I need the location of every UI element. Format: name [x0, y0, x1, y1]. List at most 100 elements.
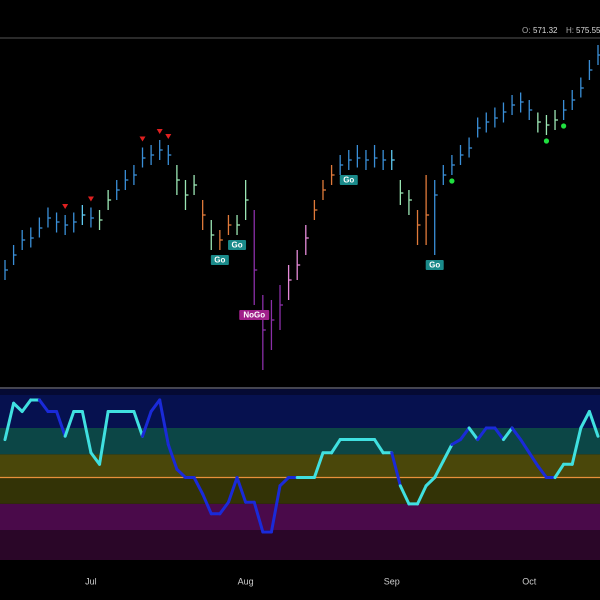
x-tick-label: Aug	[238, 576, 254, 586]
oscillator-segment	[166, 443, 179, 471]
ohlc-bar	[339, 155, 344, 175]
ohlc-bar	[442, 165, 447, 185]
x-tick-label: Jul	[85, 576, 97, 586]
signal-dot	[543, 138, 550, 144]
ohlc-bar	[537, 112, 541, 133]
oscillator-segment	[20, 398, 33, 413]
band	[0, 395, 600, 428]
ohlc-bar	[313, 200, 318, 220]
ohlc-bar	[253, 210, 258, 305]
oscillator-segment	[450, 438, 462, 446]
ohlc-bar	[21, 230, 26, 250]
oscillator-segment	[373, 438, 385, 455]
ohlc-bar	[391, 150, 395, 170]
ohlc-bar	[133, 165, 137, 185]
ohlc-bar	[485, 112, 490, 133]
ohlc-bar	[270, 300, 275, 350]
signal-triangle	[156, 129, 163, 134]
ohlc-bar	[81, 205, 86, 225]
ohlc-bar	[296, 250, 301, 280]
signal-dot	[561, 123, 567, 129]
oscillator-segment	[458, 426, 471, 442]
ohlc-bar	[545, 115, 550, 135]
ohlc-bar	[451, 155, 455, 175]
ohlc-bar	[434, 180, 438, 255]
signal-triangle	[139, 136, 146, 142]
ohlc-bar	[90, 207, 94, 228]
ohlc-bar	[554, 110, 559, 130]
ohlc-bar	[4, 260, 8, 280]
oscillator-segment	[312, 451, 325, 479]
ohlc-bar	[193, 175, 198, 195]
oscillator-segment	[493, 426, 505, 442]
oscillator-segment	[132, 410, 145, 438]
oscillator-segment	[98, 410, 110, 466]
annotation-box	[239, 310, 270, 320]
oscillator-bands	[0, 389, 600, 560]
open-value: 571.32	[533, 26, 558, 35]
oscillator-segment	[252, 500, 265, 534]
band	[0, 503, 600, 531]
ohlc-bar	[150, 145, 155, 165]
oscillator-segment	[12, 401, 24, 413]
ohlc-bar	[399, 180, 404, 205]
signal-triangle	[62, 204, 69, 209]
ohlc-bar	[511, 95, 516, 115]
ohlc-bar	[416, 210, 421, 245]
oscillator-segment	[141, 410, 153, 438]
ohlc-bar	[210, 220, 215, 250]
ohlc-bar	[305, 225, 309, 255]
oscillator-segment	[424, 476, 437, 488]
ohlc-bar	[365, 150, 369, 170]
oscillator-segment	[553, 462, 566, 479]
x-tick-label: Oct	[522, 576, 537, 586]
ohlc-bar	[98, 210, 103, 230]
annotation-box	[228, 240, 247, 250]
band	[0, 454, 600, 478]
ohlc-bar	[107, 190, 112, 210]
high-label: H:	[566, 26, 574, 35]
ohlc-bar	[219, 230, 223, 250]
oscillator-segment	[390, 451, 402, 488]
band	[0, 477, 600, 504]
ohlc-bar	[322, 180, 326, 200]
signal-triangle	[165, 134, 172, 139]
annotation-label: Go	[343, 176, 354, 185]
ohlc-bar	[356, 145, 361, 168]
ohlc-bar	[202, 200, 206, 230]
oscillator-segment	[175, 467, 187, 479]
annotation-label: Go	[429, 261, 440, 270]
ohlc-bar	[494, 107, 498, 128]
annotation-box	[339, 175, 358, 185]
oscillator-segment	[278, 476, 291, 488]
oscillator-segment	[330, 438, 342, 455]
annotation-label: NoGo	[243, 311, 265, 320]
oscillator-segment	[89, 451, 102, 466]
ohlc-bar	[55, 212, 60, 233]
ohlc-bar	[227, 215, 232, 235]
ohlc-bar	[459, 145, 464, 165]
oscillator-segment	[63, 410, 76, 438]
ohlc-bar	[408, 190, 412, 215]
ohlc-bar	[12, 245, 17, 265]
ohlc-bar	[520, 92, 524, 113]
oscillator-segment	[476, 426, 488, 442]
ohlc-bar	[116, 180, 120, 200]
annotation-label: Go	[231, 241, 242, 250]
ohlc-bar	[588, 60, 593, 80]
annotation-box	[210, 255, 229, 265]
oscillator-segment	[416, 484, 428, 506]
oscillator-segment	[218, 500, 230, 516]
ohlc-bar	[279, 285, 284, 330]
band-top	[0, 389, 600, 395]
annotation-label: Go	[214, 256, 225, 265]
oscillator-segment	[37, 398, 50, 413]
ohlc-bar	[330, 165, 335, 185]
oscillator-segment	[80, 410, 93, 455]
ohlc-bar	[184, 180, 189, 210]
oscillator-segment	[527, 451, 540, 468]
ohlc-bar	[287, 265, 292, 300]
ohlc-bar	[64, 215, 69, 235]
ohlc-bar	[425, 175, 430, 245]
